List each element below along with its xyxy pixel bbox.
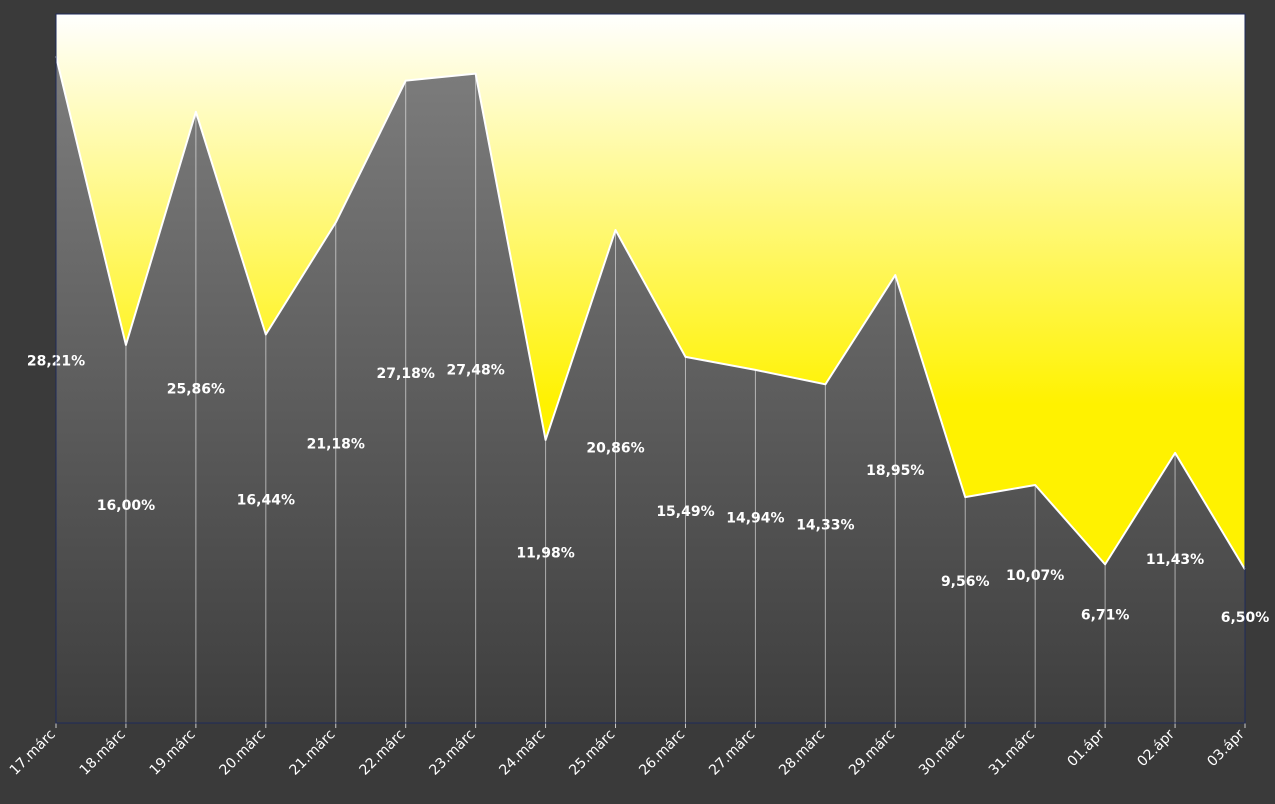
x-tick-label: 27.márc	[706, 727, 758, 779]
data-label: 21,18%	[307, 437, 365, 453]
x-tick-label: 30.márc	[916, 727, 968, 779]
x-tick-label: 20.márc	[217, 727, 269, 779]
x-tick-label: 26.márc	[636, 727, 688, 779]
data-label: 9,56%	[941, 574, 990, 590]
x-tick-label: 02.ápr	[1134, 726, 1178, 770]
data-label: 6,71%	[1081, 608, 1130, 624]
x-tick-label: 24.márc	[496, 727, 548, 779]
x-tick-label: 25.márc	[566, 727, 618, 779]
x-tick-label: 01.ápr	[1064, 726, 1108, 770]
x-tick-label: 17.márc	[7, 727, 59, 779]
area-outline	[55, 56, 1246, 570]
x-tick-label: 23.márc	[426, 727, 478, 779]
x-tick-label: 22.márc	[356, 727, 408, 779]
x-tick-label: 18.márc	[77, 727, 129, 779]
data-label: 14,94%	[726, 510, 784, 526]
data-labels: 28,21%16,00%25,86%16,44%21,18%27,18% 27,4…	[27, 354, 1269, 627]
data-label: 27,18%	[377, 366, 435, 382]
data-label: 16,00%	[97, 498, 155, 514]
area-series	[55, 56, 1246, 724]
data-label: 11,98%	[516, 545, 574, 561]
x-tick-label: 28.márc	[776, 727, 828, 779]
data-label: 27,48%	[446, 362, 504, 378]
x-tick-label: 21.márc	[287, 727, 339, 779]
x-tick-label: 03.ápr	[1204, 726, 1248, 770]
data-label: 25,86%	[167, 381, 225, 397]
x-axis-tick-labels: 17.márc 18.márc 19.márc 20.márc 21.márc 22.má…	[7, 723, 1248, 779]
data-label: 14,33%	[796, 518, 854, 534]
area-fill	[56, 56, 1245, 724]
plot-border	[55, 13, 1246, 724]
x-tick-label: 19.márc	[147, 727, 199, 779]
data-label: 11,43%	[1146, 552, 1204, 568]
data-label: 15,49%	[656, 504, 714, 520]
data-label: 16,44%	[237, 493, 295, 509]
data-label: 18,95%	[866, 463, 924, 479]
data-label: 20,86%	[586, 441, 644, 457]
x-tick-label: 31.márc	[986, 727, 1038, 779]
data-label: 10,07%	[1006, 568, 1064, 584]
x-tick-label: 29.márc	[846, 727, 898, 779]
